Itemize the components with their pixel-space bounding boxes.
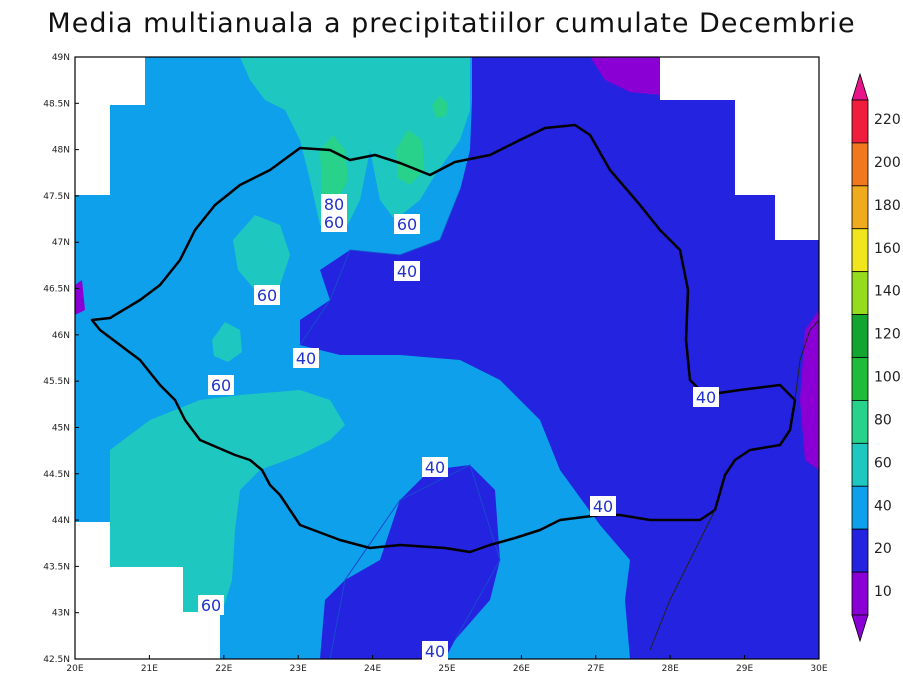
contour-line: [329, 464, 501, 659]
contour-label: 40: [425, 458, 445, 477]
contour-label-bg: [422, 457, 448, 477]
colorbar-label: 40: [874, 498, 892, 514]
colorbar-swatch: [851, 400, 869, 444]
colorbar-label: 10: [874, 584, 892, 600]
colorbar-label: 160: [874, 241, 901, 257]
contour-label-bg: [198, 595, 224, 615]
band-20-40-east: [300, 57, 819, 659]
lat-tick-label: 42.5N: [43, 655, 70, 665]
lat-tick-label: 46.5N: [43, 285, 70, 295]
contour-label-bg: [321, 194, 347, 214]
lon-tick-label: 23E: [290, 664, 307, 674]
band-60-80-west: [233, 215, 290, 290]
map-title: Media multianuala a precipitatiilor cumu…: [47, 8, 856, 39]
band-80-plus-b: [396, 130, 424, 185]
contour-label: 60: [397, 215, 417, 234]
lat-tick-label: 46N: [52, 331, 70, 341]
band-20-40-south: [320, 465, 500, 659]
colorbar-top-arrow: [851, 72, 869, 101]
contour-label-bg: [293, 348, 319, 368]
band-60-80-north: [240, 57, 470, 230]
lat-tick-label: 47.5N: [43, 192, 70, 202]
lon-tick-label: 21E: [141, 664, 158, 674]
lat-tick-label: 45.5N: [43, 377, 70, 387]
lat-tick-label: 44.5N: [43, 470, 70, 480]
contour-label: 60: [201, 596, 221, 615]
no-data-ne: [660, 57, 819, 240]
lon-tick-label: 26E: [513, 664, 530, 674]
lat-tick-label: 43.5N: [43, 562, 70, 572]
colorbar-swatch: [851, 185, 869, 230]
colorbar-label: 180: [874, 198, 901, 214]
colorbar-swatch: [851, 99, 869, 144]
contour-label-bg: [254, 285, 280, 305]
lon-tick-label: 30E: [810, 664, 827, 674]
longitude-axis: 20E 21E 22E 23E 24E 25E 26E 27E 28E 29E 30E: [66, 655, 828, 674]
lon-tick-label: 20E: [66, 664, 83, 674]
neighbour-border: [649, 509, 716, 651]
colorbar-swatch: [851, 142, 869, 187]
contour-label-bg: [394, 261, 420, 281]
colorbar-bottom-arrow: [851, 614, 869, 643]
lon-tick-label: 27E: [587, 664, 604, 674]
lon-tick-label: 28E: [662, 664, 679, 674]
contour-label: 40: [593, 497, 613, 516]
colorbar-label: 140: [874, 284, 901, 300]
contour-label: 40: [696, 388, 716, 407]
contour-label: 60: [324, 213, 344, 232]
colorbar-swatch: [851, 357, 869, 401]
colorbar-swatch: [851, 528, 869, 573]
lat-tick-label: 49N: [52, 53, 70, 63]
colorbar: 220 200 180 160 140 120 100 80 60 40 20 10: [851, 72, 901, 643]
colorbar-label: 80: [874, 412, 892, 428]
latitude-axis: 49N 48.5N 48N 47.5N 47N 46.5N 46N 45.5N 45N 44.5N…: [43, 53, 79, 665]
colorbar-swatch: [851, 271, 869, 315]
colorbar-swatch: [851, 314, 869, 358]
lat-tick-label: 47N: [52, 238, 70, 248]
lon-tick-label: 25E: [438, 664, 455, 674]
contour-label: 40: [296, 349, 316, 368]
lon-tick-label: 22E: [215, 664, 232, 674]
band-below-20-e: [800, 310, 819, 470]
colorbar-label: 220: [874, 112, 901, 128]
contour-label-bg: [590, 496, 616, 516]
contour-line: [299, 189, 461, 346]
lat-tick-label: 48.5N: [43, 99, 70, 109]
romania-border: [90, 123, 797, 554]
band-80-plus-c: [432, 96, 448, 118]
colorbar-swatch: [851, 442, 869, 487]
lat-tick-label: 44N: [52, 516, 70, 526]
contour-label: 60: [211, 376, 231, 395]
lat-tick-label: 45N: [52, 423, 70, 433]
colorbar-label: 100: [874, 370, 901, 386]
band-below-20-ne: [590, 57, 660, 95]
contour-label-bg: [208, 375, 234, 395]
lon-tick-label: 24E: [364, 664, 381, 674]
contour-label: 80: [324, 195, 344, 214]
contour-label: 40: [425, 642, 445, 661]
colorbar-label: 120: [874, 327, 901, 343]
no-data-sw: [75, 522, 220, 659]
contour-label-bg: [394, 214, 420, 234]
no-data-nw: [75, 57, 145, 195]
colorbar-swatch: [851, 228, 869, 273]
lat-tick-label: 43N: [52, 609, 70, 619]
contour-label: 60: [257, 286, 277, 305]
colorbar-label: 20: [874, 541, 892, 557]
colorbar-swatch: [851, 571, 869, 616]
colorbar-label: 200: [874, 155, 901, 171]
contour-label: 40: [397, 262, 417, 281]
colorbar-label: 60: [874, 455, 892, 471]
band-60-80-southwest: [110, 390, 345, 612]
band-60-80-small: [212, 322, 242, 362]
contour-label-bg: [321, 212, 347, 232]
neighbour-border: [794, 319, 819, 401]
contour-label-bg: [693, 387, 719, 407]
contour-label-bg: [422, 641, 448, 661]
lon-tick-label: 29E: [736, 664, 753, 674]
lat-tick-label: 48N: [52, 146, 70, 156]
colorbar-swatch: [851, 485, 869, 530]
